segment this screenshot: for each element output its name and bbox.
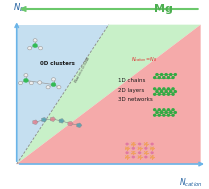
Text: 1D chains: 1D chains xyxy=(118,78,145,83)
Circle shape xyxy=(150,143,154,145)
Text: 2D layers: 2D layers xyxy=(118,88,144,93)
Circle shape xyxy=(46,86,50,89)
Polygon shape xyxy=(42,117,47,122)
Circle shape xyxy=(158,114,160,116)
Text: 0D clusters: 0D clusters xyxy=(40,61,75,66)
Circle shape xyxy=(167,88,169,90)
Circle shape xyxy=(38,46,43,50)
Circle shape xyxy=(165,74,167,75)
Circle shape xyxy=(154,94,156,95)
Circle shape xyxy=(18,81,23,85)
Circle shape xyxy=(154,77,156,78)
Circle shape xyxy=(154,109,156,111)
Circle shape xyxy=(167,109,169,111)
Text: 3D networks: 3D networks xyxy=(118,97,153,102)
Circle shape xyxy=(154,114,156,116)
Circle shape xyxy=(156,74,158,75)
Polygon shape xyxy=(59,119,64,123)
Circle shape xyxy=(170,74,172,75)
Circle shape xyxy=(174,112,176,113)
Circle shape xyxy=(172,109,174,111)
Circle shape xyxy=(158,109,160,111)
Circle shape xyxy=(172,88,174,90)
Circle shape xyxy=(170,91,172,92)
Circle shape xyxy=(163,114,165,116)
Circle shape xyxy=(163,77,165,78)
Circle shape xyxy=(172,94,174,95)
Circle shape xyxy=(154,88,156,90)
Circle shape xyxy=(172,114,174,116)
Text: Mg: Mg xyxy=(154,4,173,14)
Circle shape xyxy=(138,143,141,145)
Circle shape xyxy=(144,147,148,150)
Circle shape xyxy=(28,46,32,50)
Text: $N_{cation}$=$N_B$: $N_{cation}$=$N_B$ xyxy=(131,55,157,64)
Polygon shape xyxy=(50,117,56,122)
Circle shape xyxy=(24,74,28,77)
Text: $N_B$: $N_B$ xyxy=(13,2,24,14)
Polygon shape xyxy=(17,25,109,164)
Circle shape xyxy=(161,74,163,75)
Circle shape xyxy=(57,86,61,89)
Polygon shape xyxy=(33,120,38,125)
Circle shape xyxy=(158,88,160,90)
Circle shape xyxy=(163,109,165,111)
Circle shape xyxy=(132,156,135,158)
Circle shape xyxy=(33,44,37,48)
Circle shape xyxy=(156,112,158,113)
Circle shape xyxy=(165,112,167,113)
Circle shape xyxy=(163,88,165,90)
Circle shape xyxy=(163,94,165,95)
Circle shape xyxy=(24,78,28,82)
Circle shape xyxy=(172,77,174,78)
Circle shape xyxy=(161,91,163,92)
Circle shape xyxy=(150,151,154,154)
Polygon shape xyxy=(68,121,73,126)
Polygon shape xyxy=(17,25,201,164)
Circle shape xyxy=(29,81,33,85)
Circle shape xyxy=(125,143,129,145)
Circle shape xyxy=(125,151,129,154)
Text: $N_{cation}$: $N_{cation}$ xyxy=(179,176,203,189)
Circle shape xyxy=(138,151,141,154)
Circle shape xyxy=(167,114,169,116)
Circle shape xyxy=(51,78,56,81)
Circle shape xyxy=(132,147,135,150)
Circle shape xyxy=(167,94,169,95)
Text: $N_{cation}$=0.5$N_B$: $N_{cation}$=0.5$N_B$ xyxy=(72,54,93,84)
Circle shape xyxy=(33,39,37,42)
Polygon shape xyxy=(77,123,82,128)
Circle shape xyxy=(174,91,176,92)
Circle shape xyxy=(167,77,169,78)
Polygon shape xyxy=(17,25,201,164)
Circle shape xyxy=(144,156,148,158)
Circle shape xyxy=(165,91,167,92)
Circle shape xyxy=(156,91,158,92)
Circle shape xyxy=(158,94,160,95)
Circle shape xyxy=(158,77,160,78)
Circle shape xyxy=(38,81,42,84)
Circle shape xyxy=(174,74,176,75)
Circle shape xyxy=(170,112,172,113)
Circle shape xyxy=(161,112,163,113)
Circle shape xyxy=(51,83,56,87)
